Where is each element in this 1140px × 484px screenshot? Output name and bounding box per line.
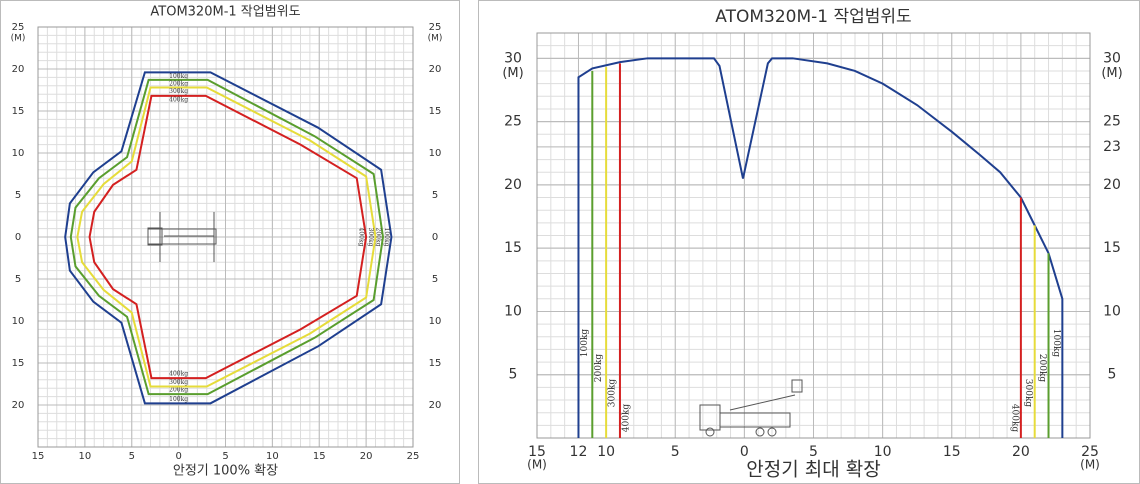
y-tick-label: 25: [12, 22, 25, 33]
y-unit: (M): [1101, 66, 1122, 81]
series-label: 200kg: [375, 228, 382, 247]
x-tick-label: 20: [1012, 444, 1030, 460]
series-label: 400kg: [358, 228, 365, 247]
range-line: [577, 57, 1064, 438]
y-tick-label: 20: [12, 64, 25, 75]
y-tick-label: 25: [429, 22, 442, 33]
y-tick-label: 20: [12, 400, 25, 411]
series-label: 200kg: [1037, 354, 1047, 383]
y-tick-label: 15: [504, 240, 522, 256]
chart-title: ATOM320M-1 작업범위도: [150, 5, 300, 20]
y-tick-label: 0: [432, 232, 438, 243]
series-label: 300kg: [169, 379, 188, 386]
x-axis-label: 안정기 100% 확장: [173, 464, 278, 479]
x-tick-label: 10: [266, 451, 279, 462]
truck-top-view: [147, 212, 217, 262]
y-tick-label: 20: [429, 64, 442, 75]
x-tick-label: 20: [360, 451, 373, 462]
y-tick-label: 5: [509, 367, 518, 383]
truck-side-view: [699, 379, 803, 437]
series-label: 200kg: [169, 80, 188, 87]
y-tick-label: 15: [429, 106, 442, 117]
x-unit: (M): [1080, 458, 1100, 472]
x-tick-label: 10: [79, 451, 92, 462]
y-tick-label: 10: [429, 316, 442, 327]
y-tick-label: 10: [1103, 303, 1121, 319]
series-label: 300kg: [169, 88, 188, 95]
series-label: 300kg: [608, 379, 618, 408]
y-tick-label: 23: [1103, 139, 1121, 155]
x-tick-label: 25: [1081, 444, 1099, 460]
x-unit: (M): [527, 458, 547, 472]
range-line: [76, 86, 377, 388]
x-tick-label: 5: [671, 444, 680, 460]
y-tick-label: 20: [1103, 177, 1121, 193]
y-tick-label: 30: [1103, 50, 1121, 66]
x-tick-label: 15: [943, 444, 961, 460]
y-tick-label: 15: [429, 358, 442, 369]
y-tick-label: 10: [504, 303, 522, 319]
series-label: 100kg: [383, 228, 390, 247]
x-tick-label: 15: [528, 444, 546, 460]
y-tick-label: 15: [1103, 240, 1121, 256]
y-tick-label: 10: [12, 316, 25, 327]
series-label: 400kg: [169, 96, 188, 103]
series-label: 400kg: [169, 371, 188, 378]
x-tick-label: 5: [809, 444, 818, 460]
x-tick-label: 5: [222, 451, 228, 462]
y-tick-label: 10: [12, 148, 25, 159]
y-tick-label: 5: [15, 274, 21, 285]
y-tick-label: 5: [15, 190, 21, 201]
y-tick-label: 30: [504, 50, 522, 66]
series-label: 200kg: [169, 387, 188, 394]
series-label: 200kg: [594, 354, 604, 383]
x-tick-label: 10: [874, 444, 892, 460]
x-tick-label: 15: [313, 451, 326, 462]
range-line: [605, 67, 1036, 438]
series-label: 400kg: [621, 404, 631, 433]
range-line: [618, 63, 1022, 438]
x-tick-label: 12: [570, 444, 588, 460]
y-unit: (M): [11, 34, 26, 44]
x-tick-label: 0: [175, 451, 181, 462]
x-axis-label: 안정기 최대 확장: [746, 459, 880, 481]
y-tick-label: 20: [504, 177, 522, 193]
y-tick-label: 25: [504, 114, 522, 130]
series-label: 400kg: [1009, 404, 1019, 433]
truck-icons: [147, 212, 803, 437]
x-tick-label: 15: [32, 451, 45, 462]
y-tick-label: 25: [1103, 114, 1121, 130]
x-tick-label: 25: [407, 451, 420, 462]
series-label: 100kg: [1051, 329, 1061, 358]
y-tick-label: 0: [15, 232, 21, 243]
y-tick-label: 15: [12, 106, 25, 117]
y-tick-label: 5: [432, 190, 438, 201]
y-unit: (M): [502, 66, 523, 81]
y-tick-label: 5: [432, 274, 438, 285]
y-unit: (M): [428, 34, 443, 44]
plot-frame: [536, 32, 1091, 439]
series-label: 100kg: [169, 73, 188, 80]
plot-frame: [37, 26, 414, 448]
range-line: [64, 71, 393, 405]
x-tick-label: 5: [129, 451, 135, 462]
series-label: 300kg: [367, 228, 374, 247]
range-line: [591, 70, 1050, 438]
series-label: 100kg: [580, 329, 590, 358]
range-line: [69, 78, 385, 396]
chart-title: ATOM320M-1 작업범위도: [715, 7, 911, 27]
y-tick-label: 5: [1108, 367, 1117, 383]
x-tick-label: 10: [597, 444, 615, 460]
x-tick-label: 0: [740, 444, 749, 460]
y-tick-label: 10: [429, 148, 442, 159]
range-line: [88, 94, 368, 380]
series-label: 300kg: [1023, 379, 1033, 408]
series-label: 100kg: [169, 396, 188, 403]
y-tick-label: 15: [12, 358, 25, 369]
y-tick-label: 20: [429, 400, 442, 411]
